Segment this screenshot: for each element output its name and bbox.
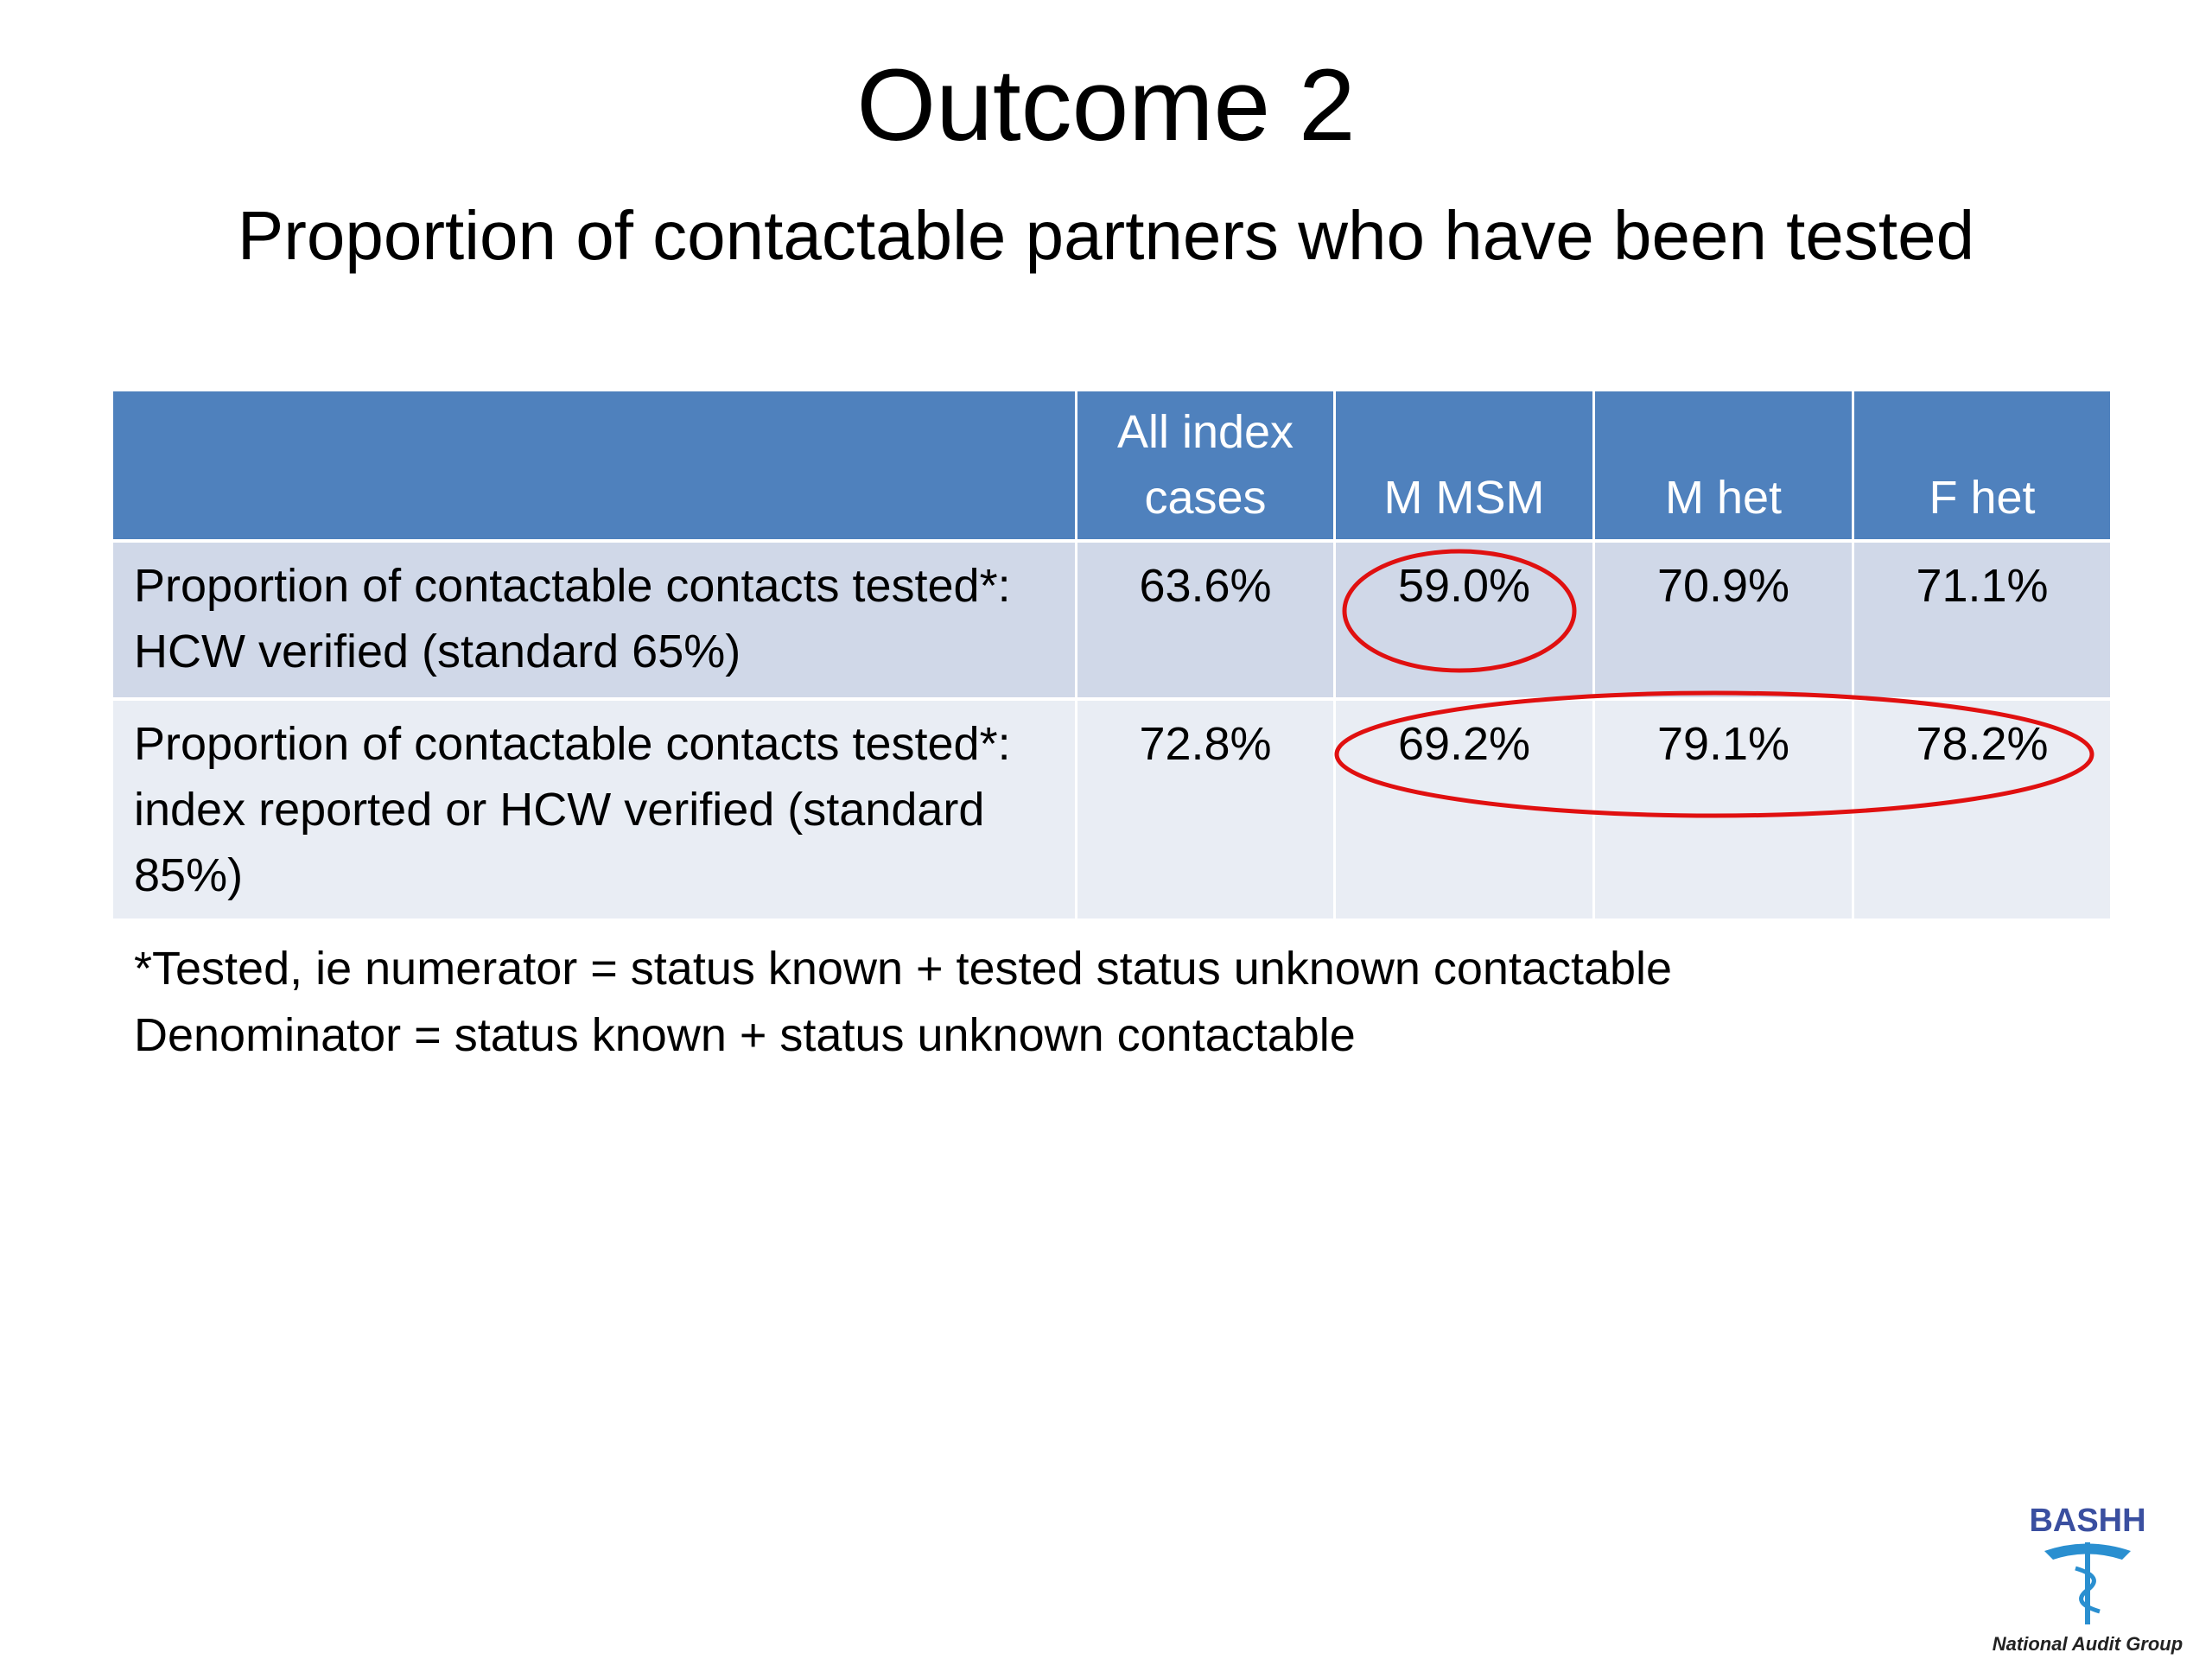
- header-cell: M het: [1595, 391, 1852, 539]
- value-cell: 70.9%: [1595, 543, 1852, 697]
- highlight-ellipse: [1334, 690, 2094, 818]
- slide-subtitle: Proportion of contactable partners who h…: [237, 197, 1975, 274]
- header-cell: F het: [1854, 391, 2110, 539]
- value-cell: 71.1%: [1854, 543, 2110, 697]
- slide-title: Outcome 2: [856, 48, 1356, 162]
- footnote: *Tested, ie numerator = status known + t…: [134, 943, 1673, 995]
- logo: BASHH National Audit Group: [1993, 1503, 2183, 1655]
- value-cell: 78.2%: [1854, 701, 2110, 918]
- value-cell: 72.8%: [1077, 701, 1333, 918]
- logo-snake: [2075, 1566, 2101, 1614]
- value-cell: 79.1%: [1595, 701, 1852, 918]
- row-label: Proportion of contactable contacts teste…: [113, 701, 1075, 918]
- footnote: Denominator = status known + status unkn…: [134, 1009, 1356, 1061]
- header-cell: [113, 391, 1075, 539]
- header-cell: M MSM: [1336, 391, 1592, 539]
- value-cell: 63.6%: [1077, 543, 1333, 697]
- header-cell: All index cases: [1077, 391, 1333, 539]
- highlight-ellipse: [1342, 549, 1577, 673]
- row-label: Proportion of contactable contacts teste…: [113, 543, 1075, 697]
- logo-caption: National Audit Group: [1993, 1633, 2183, 1655]
- logo-name: BASHH: [2029, 1503, 2145, 1539]
